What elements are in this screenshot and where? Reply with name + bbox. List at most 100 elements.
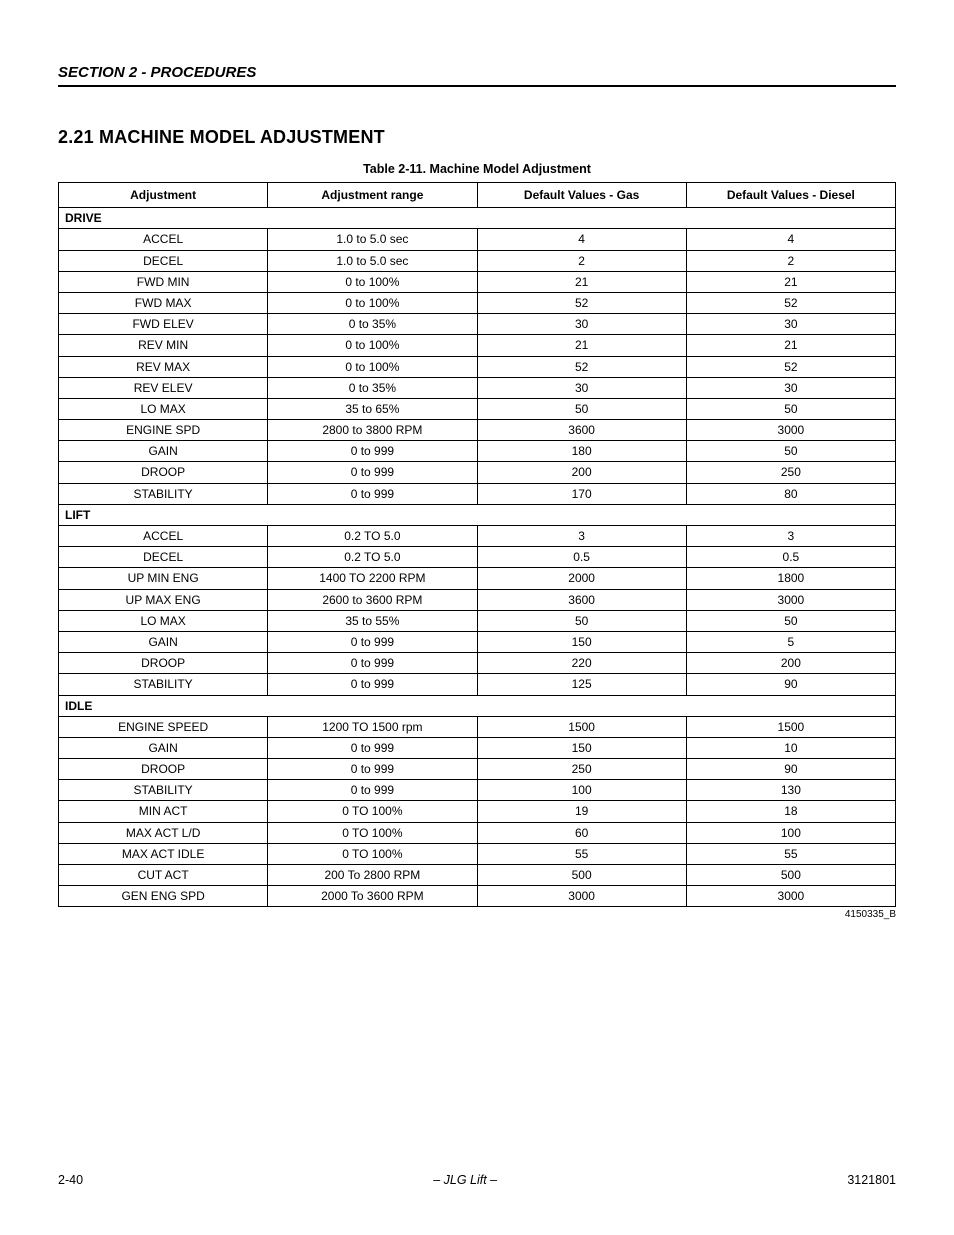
table-row: GAIN0 to 99915010 — [59, 737, 896, 758]
table-cell: 3 — [686, 526, 895, 547]
table-row: GAIN0 to 9991505 — [59, 631, 896, 652]
table-cell: 2000 To 3600 RPM — [268, 886, 477, 907]
table-row: ENGINE SPD2800 to 3800 RPM36003000 — [59, 420, 896, 441]
col-header-range: Adjustment range — [268, 183, 477, 208]
main-heading: 2.21 MACHINE MODEL ADJUSTMENT — [58, 127, 896, 148]
table-row: GEN ENG SPD2000 To 3600 RPM30003000 — [59, 886, 896, 907]
table-cell: REV MAX — [59, 356, 268, 377]
footer-page-number: 2-40 — [58, 1173, 83, 1187]
table-cell: 80 — [686, 483, 895, 504]
col-header-diesel: Default Values - Diesel — [686, 183, 895, 208]
table-cell: 3000 — [686, 420, 895, 441]
table-header-row: Adjustment Adjustment range Default Valu… — [59, 183, 896, 208]
table-cell: 250 — [686, 462, 895, 483]
table-cell: 0 to 100% — [268, 292, 477, 313]
table-cell: CUT ACT — [59, 865, 268, 886]
table-cell: 18 — [686, 801, 895, 822]
table-row: LO MAX35 to 55%5050 — [59, 610, 896, 631]
table-row: UP MIN ENG1400 TO 2200 RPM20001800 — [59, 568, 896, 589]
table-cell: 21 — [477, 271, 686, 292]
table-cell: 3600 — [477, 589, 686, 610]
table-row: STABILITY0 to 999100130 — [59, 780, 896, 801]
table-cell: 50 — [686, 398, 895, 419]
table-cell: 0 to 100% — [268, 271, 477, 292]
table-cell: FWD MAX — [59, 292, 268, 313]
table-cell: 52 — [686, 292, 895, 313]
table-cell: 50 — [686, 441, 895, 462]
table-cell: ACCEL — [59, 229, 268, 250]
table-cell: 52 — [477, 356, 686, 377]
table-cell: 1.0 to 5.0 sec — [268, 250, 477, 271]
table-group-label: LIFT — [59, 504, 896, 525]
table-cell: 0.5 — [477, 547, 686, 568]
table-row: MAX ACT L/D0 TO 100%60100 — [59, 822, 896, 843]
table-cell: 50 — [477, 610, 686, 631]
table-cell: 4 — [477, 229, 686, 250]
col-header-adjustment: Adjustment — [59, 183, 268, 208]
table-cell: STABILITY — [59, 674, 268, 695]
table-cell: 10 — [686, 737, 895, 758]
table-cell: 2800 to 3800 RPM — [268, 420, 477, 441]
table-cell: 220 — [477, 653, 686, 674]
table-cell: 55 — [477, 843, 686, 864]
table-cell: 1500 — [686, 716, 895, 737]
table-cell: 130 — [686, 780, 895, 801]
table-cell: ENGINE SPD — [59, 420, 268, 441]
table-cell: 50 — [477, 398, 686, 419]
table-cell: 0 to 999 — [268, 737, 477, 758]
table-cell: 200 To 2800 RPM — [268, 865, 477, 886]
table-cell: 21 — [686, 335, 895, 356]
table-cell: 4 — [686, 229, 895, 250]
table-cell: STABILITY — [59, 483, 268, 504]
table-cell: REV MIN — [59, 335, 268, 356]
table-cell: MAX ACT L/D — [59, 822, 268, 843]
table-cell: 1800 — [686, 568, 895, 589]
table-cell: GEN ENG SPD — [59, 886, 268, 907]
table-cell: 170 — [477, 483, 686, 504]
table-cell: 0 to 999 — [268, 759, 477, 780]
table-cell: 30 — [477, 377, 686, 398]
table-cell: 200 — [477, 462, 686, 483]
table-cell: FWD MIN — [59, 271, 268, 292]
table-cell: 0 to 35% — [268, 377, 477, 398]
table-cell: 0 to 999 — [268, 483, 477, 504]
table-cell: 250 — [477, 759, 686, 780]
table-cell: 1200 TO 1500 rpm — [268, 716, 477, 737]
table-cell: 2000 — [477, 568, 686, 589]
table-cell: 2 — [686, 250, 895, 271]
table-note: 4150335_B — [58, 909, 896, 920]
table-cell: 3000 — [686, 886, 895, 907]
table-cell: 0.5 — [686, 547, 895, 568]
table-cell: 0 to 999 — [268, 653, 477, 674]
table-cell: 90 — [686, 759, 895, 780]
table-cell: STABILITY — [59, 780, 268, 801]
table-cell: 5 — [686, 631, 895, 652]
table-group-label: DRIVE — [59, 208, 896, 229]
table-cell: 125 — [477, 674, 686, 695]
table-row: ENGINE SPEED1200 TO 1500 rpm15001500 — [59, 716, 896, 737]
table-cell: 2600 to 3600 RPM — [268, 589, 477, 610]
table-cell: 35 to 65% — [268, 398, 477, 419]
table-cell: LO MAX — [59, 610, 268, 631]
table-cell: 3000 — [686, 589, 895, 610]
table-row: UP MAX ENG2600 to 3600 RPM36003000 — [59, 589, 896, 610]
table-row: ACCEL0.2 TO 5.033 — [59, 526, 896, 547]
table-cell: 3600 — [477, 420, 686, 441]
table-cell: 52 — [477, 292, 686, 313]
page-footer: 2-40 – JLG Lift – 3121801 — [58, 1173, 896, 1187]
table-cell: MIN ACT — [59, 801, 268, 822]
table-cell: 0 to 999 — [268, 441, 477, 462]
footer-center: – JLG Lift – — [433, 1173, 497, 1187]
table-cell: DROOP — [59, 462, 268, 483]
table-row: STABILITY0 to 99912590 — [59, 674, 896, 695]
table-cell: 0 to 999 — [268, 780, 477, 801]
col-header-gas: Default Values - Gas — [477, 183, 686, 208]
table-row: DROOP0 to 999220200 — [59, 653, 896, 674]
table-cell: FWD ELEV — [59, 314, 268, 335]
table-cell: ENGINE SPEED — [59, 716, 268, 737]
adjustment-table: Adjustment Adjustment range Default Valu… — [58, 182, 896, 907]
table-cell: DECEL — [59, 250, 268, 271]
table-cell: 0.2 TO 5.0 — [268, 526, 477, 547]
table-cell: 90 — [686, 674, 895, 695]
table-cell: 0 TO 100% — [268, 822, 477, 843]
